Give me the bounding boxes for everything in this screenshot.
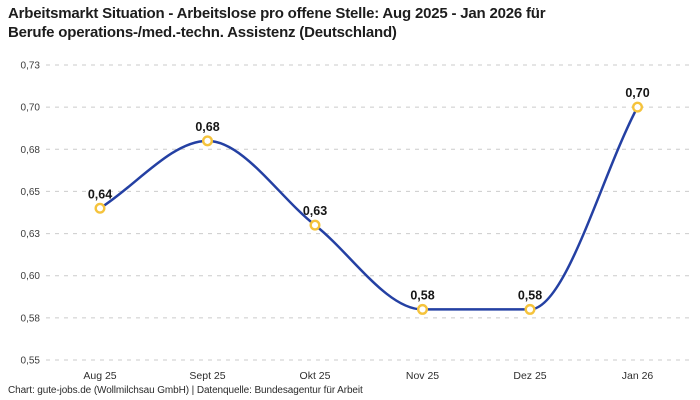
y-tick-label: 0,60 bbox=[21, 271, 41, 282]
chart-footer: Chart: gute-jobs.de (Wollmilchsau GmbH) … bbox=[8, 385, 363, 396]
data-point-label: 0,70 bbox=[625, 86, 649, 100]
y-tick-label: 0,68 bbox=[21, 145, 41, 156]
x-tick-label: Okt 25 bbox=[300, 370, 331, 382]
x-tick-label: Nov 25 bbox=[406, 370, 439, 382]
y-tick-label: 0,65 bbox=[21, 187, 41, 198]
y-tick-label: 0,63 bbox=[21, 229, 41, 240]
data-point-label: 0,68 bbox=[195, 120, 219, 134]
line-chart: 0,55 0,58 0,60 0,63 0,65 0,68 0,70 0,73 Aug 25 Se… bbox=[21, 61, 691, 382]
x-tick-label: Jan 26 bbox=[622, 370, 654, 382]
x-tick-label: Sept 25 bbox=[189, 370, 225, 382]
data-point-label: 0,58 bbox=[410, 288, 434, 302]
chart-title-line2: Berufe operations-/med.-techn. Assistenz… bbox=[8, 24, 397, 42]
data-point-label: 0,63 bbox=[303, 204, 327, 218]
data-point-marker[interactable] bbox=[94, 202, 106, 214]
data-point-marker[interactable] bbox=[524, 303, 536, 315]
data-point-marker[interactable] bbox=[632, 101, 644, 113]
data-point-marker[interactable] bbox=[417, 303, 429, 315]
y-tick-label: 0,58 bbox=[21, 313, 41, 324]
data-point-label: 0,58 bbox=[518, 288, 542, 302]
y-tick-label: 0,70 bbox=[21, 103, 41, 114]
data-point-marker[interactable] bbox=[201, 135, 213, 147]
x-tick-label: Aug 25 bbox=[83, 370, 116, 382]
chart-title: Arbeitsmarkt Situation - Arbeitslose pro… bbox=[8, 4, 680, 42]
y-tick-label: 0,55 bbox=[21, 356, 41, 367]
chart-title-line1: Arbeitsmarkt Situation - Arbeitslose pro… bbox=[8, 5, 546, 22]
trend-line bbox=[98, 105, 639, 311]
y-tick-label: 0,73 bbox=[21, 61, 41, 72]
x-tick-label: Dez 25 bbox=[513, 370, 546, 382]
data-point-label: 0,64 bbox=[88, 187, 112, 201]
data-point-marker[interactable] bbox=[309, 219, 321, 231]
